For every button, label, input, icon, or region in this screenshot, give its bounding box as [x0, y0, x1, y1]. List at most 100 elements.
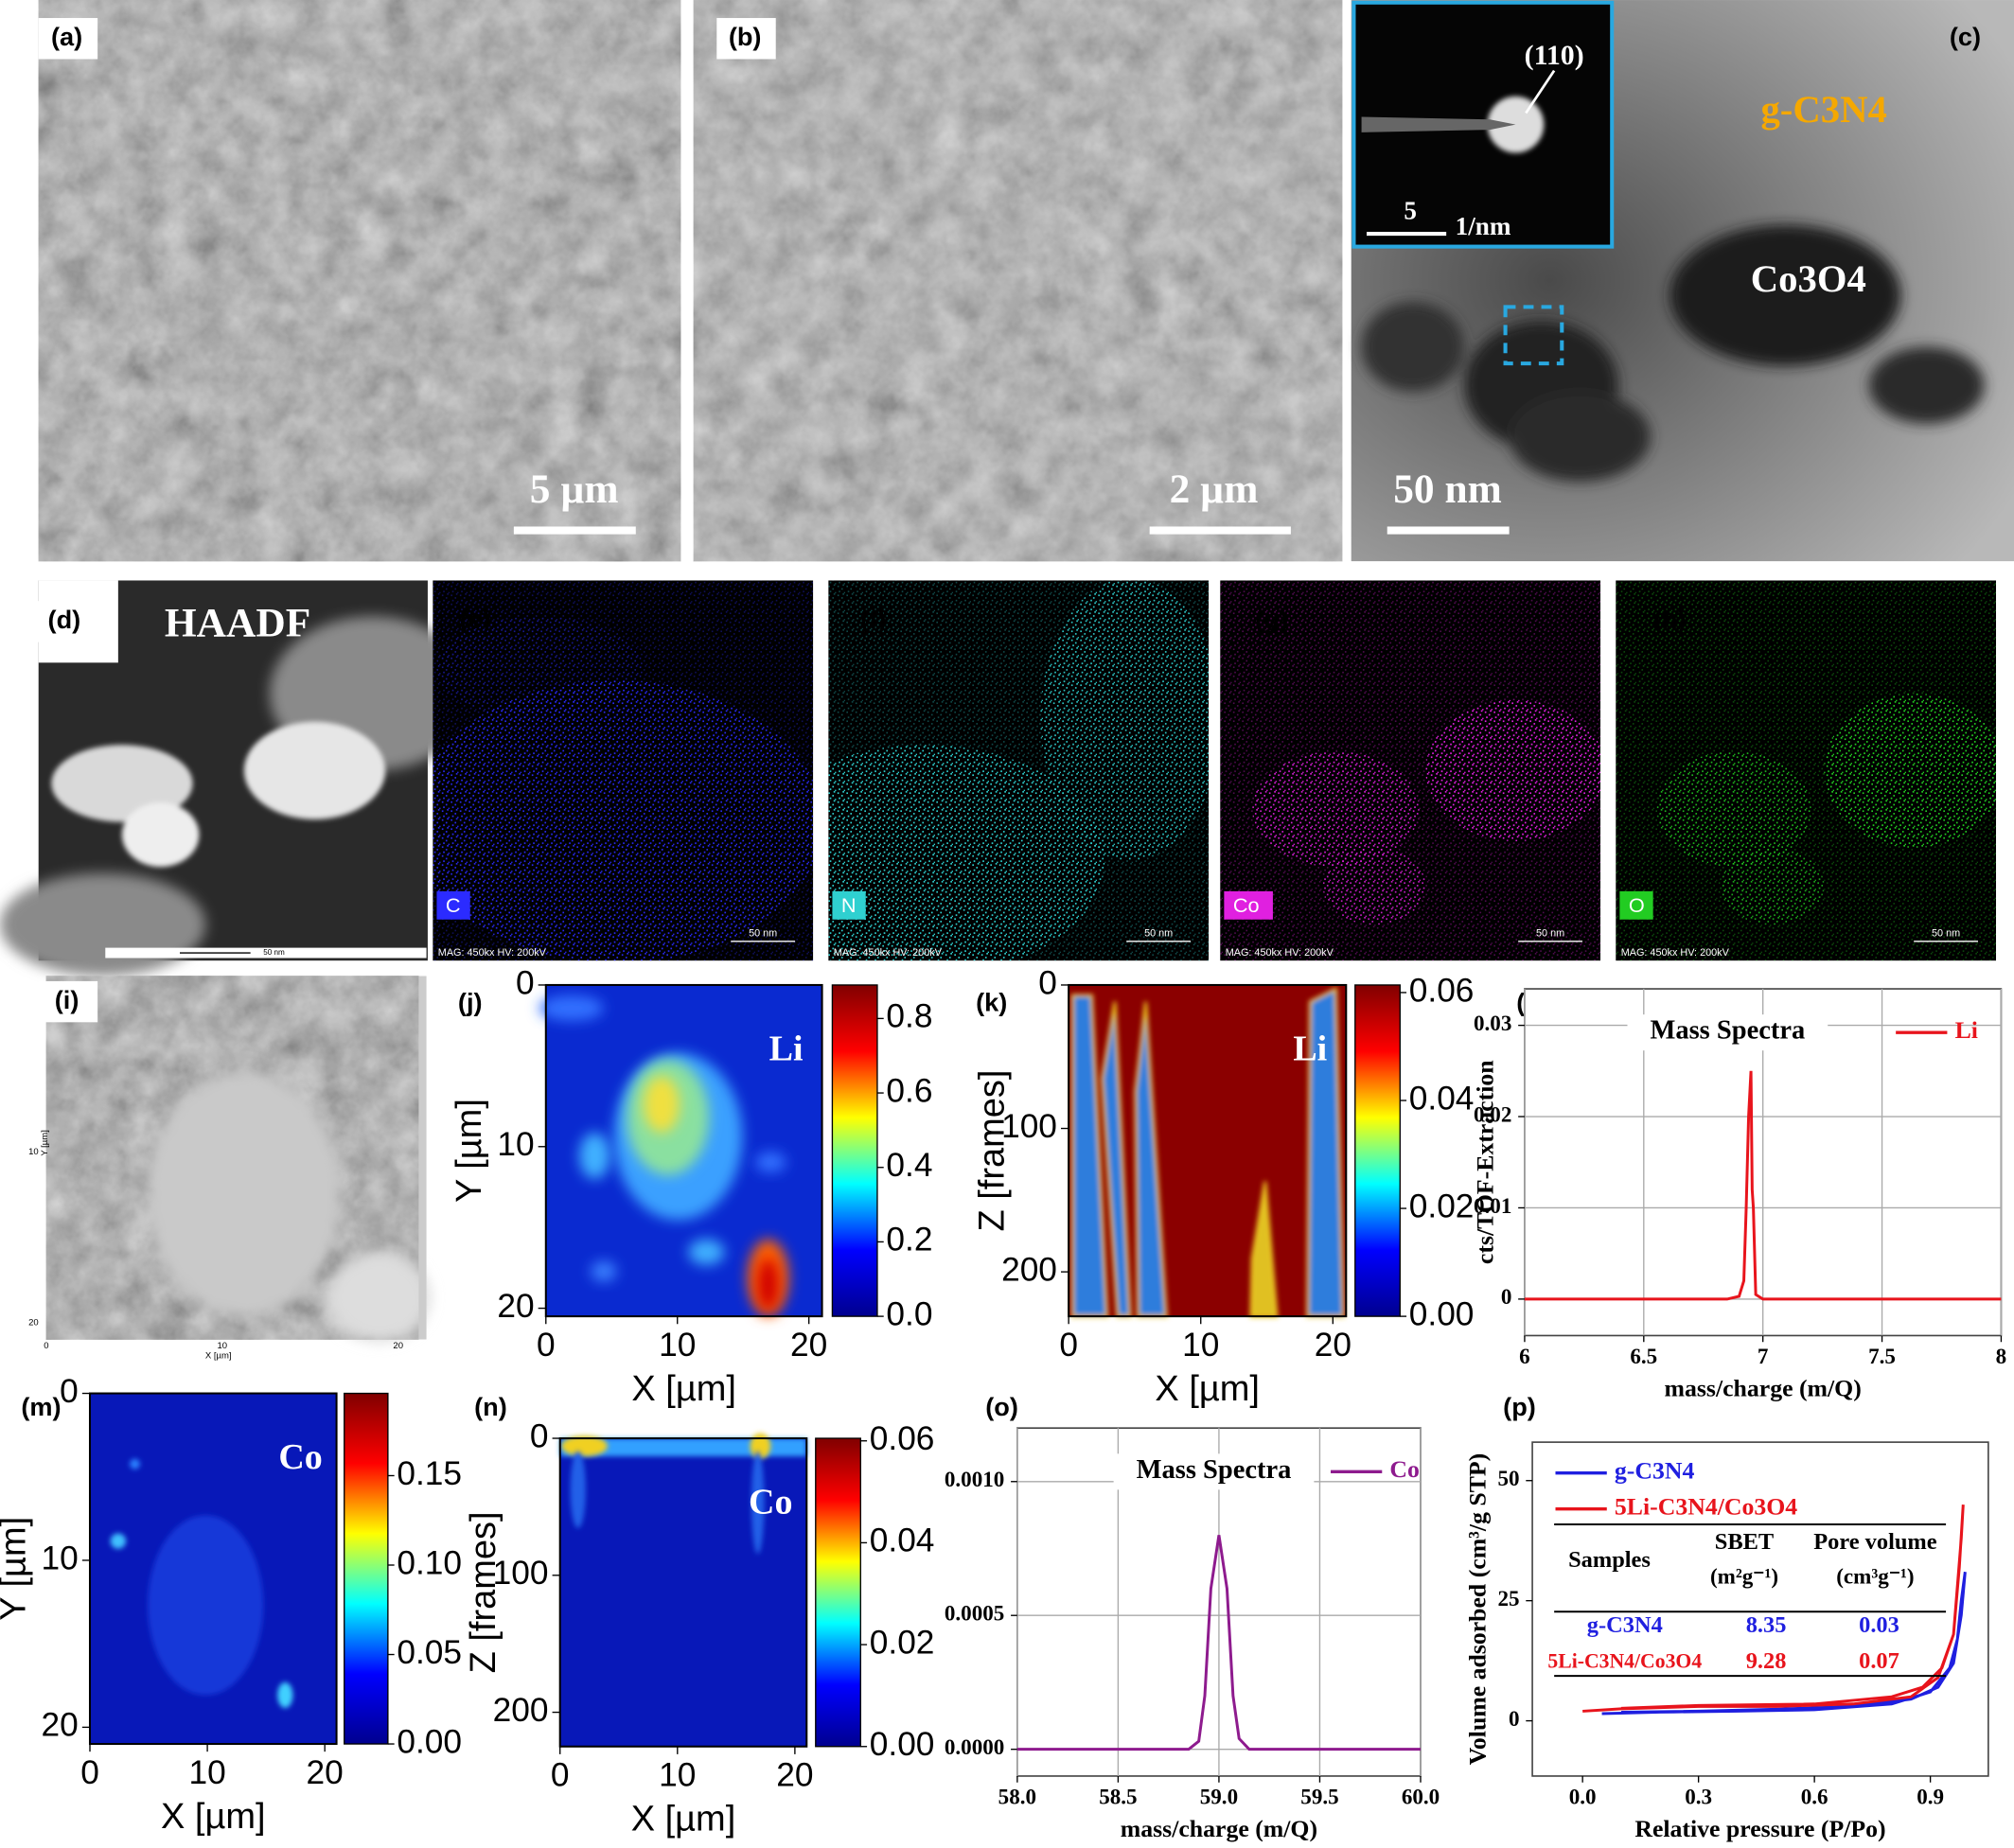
y-tick-label: 0.03 — [1474, 1011, 1511, 1035]
colorbar-tick-label: 0.00 — [870, 1726, 935, 1763]
x-label: X [µm] — [205, 1351, 232, 1362]
x-tick-label: 7.5 — [1868, 1344, 1896, 1368]
table-cell: 0.07 — [1859, 1648, 1899, 1674]
x-tick-label: 58.0 — [998, 1785, 1036, 1809]
eds-regions — [1656, 693, 1996, 925]
element-box — [1224, 890, 1273, 920]
y-tick: 10 — [28, 1147, 39, 1157]
map-blob — [539, 994, 604, 1021]
y-tick-label: 200 — [493, 1692, 549, 1729]
chart-title: Mass Spectra — [1137, 1455, 1292, 1485]
eds-region — [1824, 693, 1996, 848]
plot-frame — [544, 983, 823, 1318]
plot-frame — [1068, 983, 1348, 1318]
y-axis-label: Z [frames] — [464, 1511, 504, 1673]
haadf-d: HAADF 50 nm — [0, 580, 476, 977]
eds-info: MAG: 450kx HV: 200kV — [834, 947, 943, 959]
panel-label: (j) — [458, 987, 483, 1016]
scale-label: 50 nm — [1393, 466, 1502, 512]
y-tick-label: 0.0010 — [945, 1467, 1004, 1491]
x-tick-label: 6 — [1519, 1344, 1530, 1368]
x-tick-label: 0 — [1059, 1327, 1078, 1364]
title-bg — [1627, 1014, 1828, 1051]
colorbar-tick-label: 0.00 — [1409, 1295, 1475, 1332]
scale-bar — [513, 526, 636, 535]
x-tick-label: 0.9 — [1917, 1785, 1944, 1809]
plot-frame — [88, 1392, 338, 1746]
panel-label: (m) — [21, 1392, 61, 1421]
x-tick-label: 10 — [1182, 1327, 1219, 1364]
table-unit: (cm³g⁻¹) — [1836, 1563, 1914, 1588]
eds-regions — [1252, 699, 1600, 925]
label-patch — [716, 18, 776, 60]
label-patch — [36, 601, 96, 642]
support — [0, 872, 206, 977]
x-tick-label: 20 — [1315, 1327, 1352, 1364]
panel-label: (o) — [985, 1392, 1018, 1421]
scale-label: 5 µm — [530, 466, 619, 512]
haadf-title: HAADF — [165, 600, 310, 645]
x-tick-label: 58.5 — [1099, 1785, 1137, 1809]
scale-label: 50 nm — [1536, 928, 1564, 940]
panel-label: (e) — [460, 605, 491, 634]
scale-strip — [105, 947, 427, 959]
map-blob — [755, 1152, 786, 1173]
colorbar — [815, 1437, 861, 1748]
scale-bar — [1387, 526, 1510, 535]
x-axis-label: X [µm] — [1155, 1369, 1260, 1409]
scale-label: 50 nm — [263, 948, 285, 957]
y-tick-label: 0.02 — [1474, 1101, 1511, 1126]
map-blob — [579, 1133, 610, 1179]
x-axis-label: X [µm] — [161, 1797, 266, 1837]
scale-label: 2 µm — [1170, 466, 1259, 512]
y-tick-label: 10 — [42, 1540, 79, 1576]
y-tick-label: 0 — [1509, 1706, 1520, 1731]
panel-label: (f) — [860, 605, 886, 634]
x-tick-label: 0 — [537, 1327, 556, 1364]
legend-label: Li — [1955, 1016, 1978, 1044]
table-cell: 9.28 — [1746, 1648, 1787, 1674]
y-tick-label: 0 — [60, 1373, 79, 1410]
eds-region — [1425, 699, 1600, 841]
legend-label: Co — [1389, 1455, 1420, 1483]
plot-frame — [1531, 1441, 1989, 1777]
x-tick-label: 10 — [188, 1754, 225, 1791]
colorbar — [831, 984, 878, 1317]
x-axis-label: X [µm] — [631, 1369, 736, 1409]
panel-label: (a) — [51, 22, 82, 51]
y-tick-label: 0 — [1038, 964, 1057, 1001]
x-axis-label: mass/charge (m/Q) — [1665, 1375, 1862, 1402]
particles — [51, 721, 386, 868]
panel-label: (d) — [48, 605, 81, 634]
y-tick-label: 100 — [493, 1555, 549, 1592]
x-tick-label: 0 — [551, 1757, 570, 1794]
line-chart: 6 6.5 7 7.5 8 0 0.01 0.02 0.03 mass/charge (m/Q) c… — [1471, 988, 2006, 1402]
y-tick-label: 0.0005 — [945, 1601, 1004, 1626]
y-axis-label: Y [µm] — [450, 1099, 489, 1203]
x-tick-label: 60.0 — [1402, 1785, 1440, 1809]
sims-i: Y [µm] X [µm] 0 10 20 10 20 — [28, 976, 431, 1362]
x-axis-label: X [µm] — [631, 1799, 736, 1839]
x-tick-label: 20 — [790, 1327, 827, 1364]
y-tick-label: 20 — [42, 1707, 79, 1744]
map-blob — [570, 1451, 586, 1529]
eds-region — [1252, 750, 1420, 868]
support-label: g-C3N4 — [1760, 88, 1886, 131]
element-label: N — [841, 893, 857, 917]
scale-label: 50 nm — [1144, 928, 1173, 940]
eds-region — [1656, 750, 1811, 868]
element-label: C — [446, 893, 461, 917]
element-box — [1619, 890, 1653, 920]
map-blob — [591, 1260, 617, 1282]
scale-label: 50 nm — [1932, 928, 1960, 940]
line-chart: 58.0 58.5 59.0 59.5 60.0 0.0000 0.0005 0.0010 ma… — [945, 1427, 1440, 1842]
eds-region — [436, 616, 643, 720]
colorbar-tick-label: 0.10 — [397, 1544, 462, 1581]
legend-label: g-C3N4 — [1615, 1457, 1695, 1485]
x-axis-label: mass/charge (m/Q) — [1121, 1815, 1317, 1842]
x-tick-label: 7 — [1758, 1344, 1769, 1368]
chart-title: Mass Spectra — [1650, 1016, 1805, 1046]
scale-label: 50 nm — [749, 928, 777, 940]
